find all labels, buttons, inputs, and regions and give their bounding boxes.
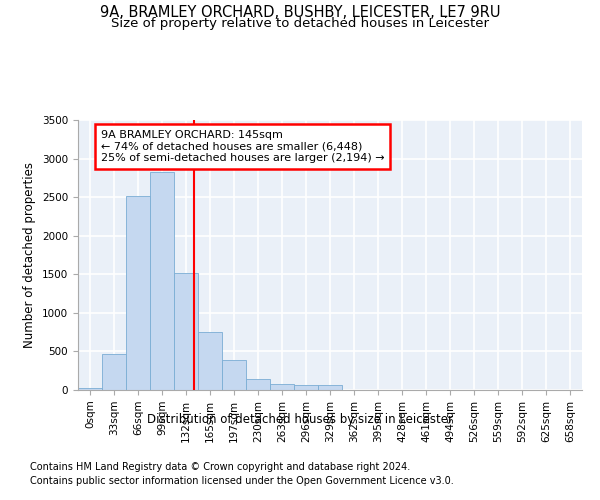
Bar xyxy=(222,360,246,390)
Bar xyxy=(174,272,198,390)
Bar xyxy=(198,332,222,390)
Text: 9A BRAMLEY ORCHARD: 145sqm
← 74% of detached houses are smaller (6,448)
25% of s: 9A BRAMLEY ORCHARD: 145sqm ← 74% of deta… xyxy=(101,130,385,163)
Text: Contains HM Land Registry data © Crown copyright and database right 2024.: Contains HM Land Registry data © Crown c… xyxy=(30,462,410,472)
Bar xyxy=(318,386,342,390)
Bar xyxy=(246,379,270,390)
Bar xyxy=(126,196,150,390)
Bar xyxy=(78,388,102,390)
Bar xyxy=(102,354,126,390)
Bar xyxy=(294,386,318,390)
Y-axis label: Number of detached properties: Number of detached properties xyxy=(23,162,37,348)
Bar xyxy=(150,172,174,390)
Text: Size of property relative to detached houses in Leicester: Size of property relative to detached ho… xyxy=(111,18,489,30)
Text: 9A, BRAMLEY ORCHARD, BUSHBY, LEICESTER, LE7 9RU: 9A, BRAMLEY ORCHARD, BUSHBY, LEICESTER, … xyxy=(100,5,500,20)
Text: Distribution of detached houses by size in Leicester: Distribution of detached houses by size … xyxy=(147,412,453,426)
Text: Contains public sector information licensed under the Open Government Licence v3: Contains public sector information licen… xyxy=(30,476,454,486)
Bar xyxy=(270,384,294,390)
